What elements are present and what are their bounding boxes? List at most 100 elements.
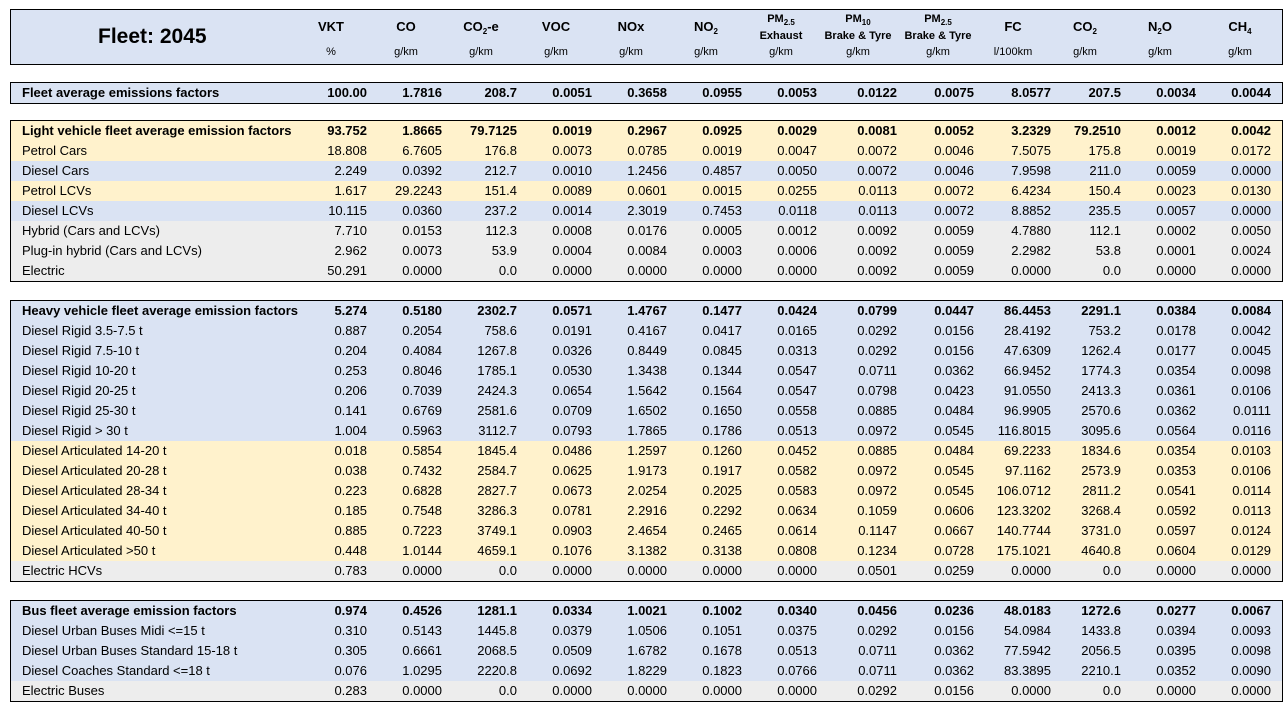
value-cell: 0.0000	[627, 263, 667, 278]
row-label: Diesel Articulated 28-34 t	[22, 483, 167, 498]
value-cell: 0.0571	[552, 303, 592, 318]
row-label: Diesel Rigid 7.5-10 t	[22, 343, 140, 358]
value-cell: 0.0362	[1156, 403, 1196, 418]
value-cell: 1.8665	[402, 123, 442, 138]
column-unit: g/km	[769, 46, 793, 58]
value-cell: 0.0360	[402, 203, 442, 218]
value-cell: 0.0447	[934, 303, 974, 318]
table-row: Diesel Articulated 40-50 t 0.885 0.7223 374…	[11, 521, 1282, 541]
column-header: VOC g/km	[518, 9, 594, 65]
value-cell: 0.0	[1102, 563, 1121, 578]
value-cell: 0.0072	[934, 183, 974, 198]
value-cell: 0.0098	[1231, 363, 1271, 378]
value-cell: 0.0259	[934, 563, 974, 578]
value-cell: 150.4	[1088, 183, 1121, 198]
value-cell: 0.0000	[627, 683, 667, 698]
value-cell: 79.7125	[470, 123, 517, 138]
value-cell: 0.0012	[777, 223, 817, 238]
value-cell: 91.0550	[1004, 383, 1051, 398]
value-cell: 106.0712	[996, 483, 1051, 498]
value-cell: 29.2243	[395, 183, 442, 198]
value-cell: 0.1059	[857, 503, 897, 518]
value-cell: 0.185	[334, 503, 367, 518]
value-cell: 0.0165	[777, 323, 817, 338]
value-cell: 0.0000	[1231, 683, 1271, 698]
value-cell: 0.0010	[552, 163, 592, 178]
value-cell: 3.1382	[627, 543, 667, 558]
value-cell: 0.0073	[402, 243, 442, 258]
value-cell: 0.7039	[402, 383, 442, 398]
row-label: Diesel Articulated 34-40 t	[22, 503, 167, 518]
value-cell: 0.0362	[934, 663, 974, 678]
value-cell: 1774.3	[1081, 363, 1121, 378]
value-cell: 0.0008	[552, 223, 592, 238]
row-label: Diesel Urban Buses Standard 15-18 t	[22, 643, 238, 658]
row-label: Heavy vehicle fleet average emission fac…	[22, 303, 299, 318]
table-row: Hybrid (Cars and LCVs) 7.710 0.0153 112.3 0.…	[11, 221, 1282, 241]
value-cell: 0.0114	[1232, 483, 1271, 498]
row-label: Diesel Rigid > 30 t	[22, 423, 128, 438]
value-cell: 0.0541	[1156, 483, 1196, 498]
value-cell: 0.0001	[1156, 243, 1196, 258]
value-cell: 0.0045	[1231, 343, 1271, 358]
value-cell: 0.0000	[1011, 563, 1051, 578]
column-unit: g/km	[1228, 46, 1252, 58]
value-cell: 0.0113	[858, 183, 897, 198]
value-cell: 0.974	[334, 603, 367, 618]
value-cell: 1785.1	[477, 363, 517, 378]
column-header: CO2 g/km	[1047, 9, 1123, 65]
value-cell: 2.4654	[627, 523, 667, 538]
value-cell: 211.0	[1089, 163, 1121, 178]
value-cell: 0.0000	[1011, 683, 1051, 698]
value-cell: 8.8852	[1011, 203, 1051, 218]
row-label: Diesel Rigid 25-30 t	[22, 403, 136, 418]
value-cell: 1.8229	[627, 663, 667, 678]
value-cell: 0.0000	[402, 563, 442, 578]
value-cell: 4659.1	[477, 543, 517, 558]
value-cell: 0.0614	[777, 523, 817, 538]
value-cell: 0.0153	[402, 223, 442, 238]
row-label: Diesel Rigid 10-20 t	[22, 363, 136, 378]
value-cell: 2220.8	[477, 663, 517, 678]
value-cell: 0.0362	[934, 363, 974, 378]
value-cell: 0.0501	[857, 563, 897, 578]
value-cell: 5.274	[334, 303, 367, 318]
value-cell: 0.0059	[934, 243, 974, 258]
value-cell: 93.752	[327, 123, 367, 138]
value-cell: 2570.6	[1081, 403, 1121, 418]
value-cell: 0.0484	[934, 443, 974, 458]
value-cell: 0.0513	[777, 423, 817, 438]
column-unit: %	[326, 46, 336, 58]
value-cell: 0.0423	[934, 383, 974, 398]
value-cell: 7.710	[334, 223, 367, 238]
value-cell: 7.9598	[1011, 163, 1051, 178]
value-cell: 2584.7	[477, 463, 517, 478]
value-cell: 2056.5	[1081, 643, 1121, 658]
value-cell: 0.0711	[858, 643, 897, 658]
value-cell: 0.0	[1102, 683, 1121, 698]
value-cell: 0.0597	[1156, 523, 1196, 538]
row-label: Diesel Rigid 20-25 t	[22, 383, 136, 398]
value-cell: 2827.7	[477, 483, 517, 498]
value-cell: 0.0067	[1231, 603, 1271, 618]
value-cell: 0.0606	[934, 503, 974, 518]
column-header: PM2.5 Exhaust g/km	[743, 9, 819, 65]
value-cell: 0.0000	[777, 563, 817, 578]
value-cell: 0.0845	[702, 343, 742, 358]
value-cell: 0.0178	[1156, 323, 1196, 338]
value-cell: 0.0042	[1231, 323, 1271, 338]
value-cell: 6.4234	[1011, 183, 1051, 198]
value-cell: 0.0000	[1231, 563, 1271, 578]
value-cell: 0.1823	[702, 663, 742, 678]
table-row: Diesel Rigid 20-25 t 0.206 0.7039 2424.3 0.0…	[11, 381, 1282, 401]
row-label: Diesel Coaches Standard <=18 t	[22, 663, 210, 678]
value-cell: 0.0925	[702, 123, 742, 138]
value-cell: 0.0799	[857, 303, 897, 318]
value-cell: 0.0044	[1231, 85, 1271, 100]
value-cell: 1.004	[334, 423, 367, 438]
value-cell: 0.0000	[1156, 563, 1196, 578]
value-cell: 0.0728	[934, 543, 974, 558]
value-cell: 0.0000	[702, 263, 742, 278]
value-cell: 2302.7	[477, 303, 517, 318]
table-row: Diesel Coaches Standard <=18 t 0.076 1.029…	[11, 661, 1282, 681]
